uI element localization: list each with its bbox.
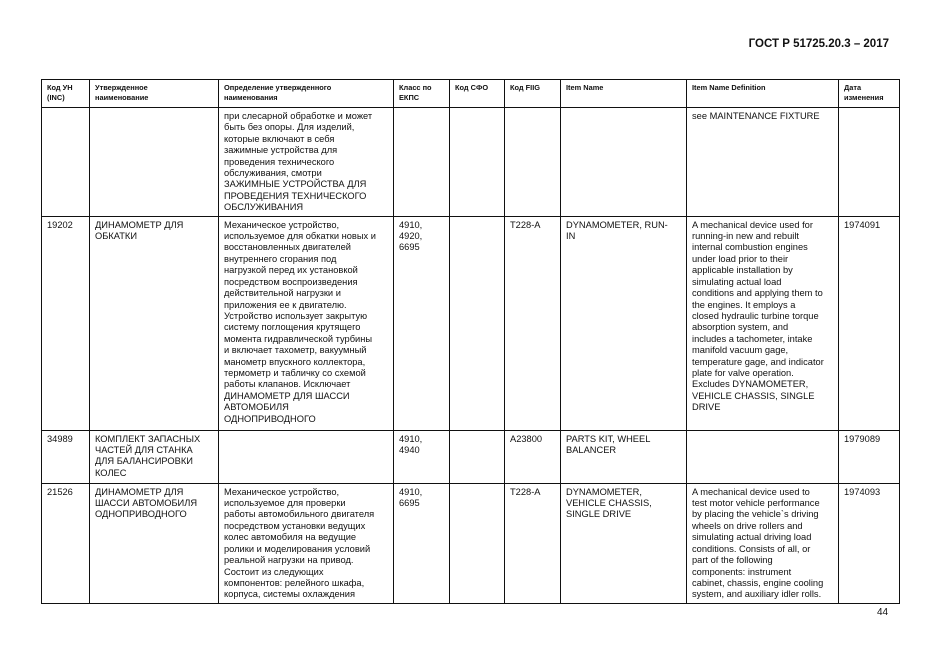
header-change-date: Дата изменения xyxy=(838,79,900,108)
cell-approved-name: КОМПЛЕКТ ЗАПАСНЫХ ЧАСТЕЙ ДЛЯ СТАНКА ДЛЯ … xyxy=(89,429,219,484)
cell-inc-code: 21526 xyxy=(41,482,90,604)
header-approved-name: Утвержденное наименование xyxy=(89,79,219,108)
cell-fiig-code: T228-A xyxy=(504,482,561,604)
table-row: при слесарной обработке и может быть без… xyxy=(41,107,900,217)
cell-ekps-class xyxy=(393,107,450,217)
cell-item-name: DYNAMOMETER, VEHICLE CHASSIS, SINGLE DRI… xyxy=(560,482,687,604)
cell-ekps-class: 4910, 4940 xyxy=(393,429,450,484)
table-row: 34989 КОМПЛЕКТ ЗАПАСНЫХ ЧАСТЕЙ ДЛЯ СТАНК… xyxy=(41,429,900,484)
cell-inc-code: 19202 xyxy=(41,215,90,431)
cell-change-date: 1974093 xyxy=(838,482,900,604)
cell-ekps-class: 4910, 6695 xyxy=(393,482,450,604)
cell-name-definition: Механическое устройство, используемое дл… xyxy=(218,482,394,604)
table-row: 21526 ДИНАМОМЕТР ДЛЯ ШАССИ АВТОМОБИЛЯ ОД… xyxy=(41,482,900,604)
header-inc-code: Код УН (INC) xyxy=(41,79,90,108)
cell-ekps-class: 4910, 4920, 6695 xyxy=(393,215,450,431)
cell-name-definition: Механическое устройство, используемое дл… xyxy=(218,215,394,431)
cell-approved-name xyxy=(89,107,219,217)
cell-change-date: 1979089 xyxy=(838,429,900,484)
cell-change-date: 1974091 xyxy=(838,215,900,431)
cell-inc-code: 34989 xyxy=(41,429,90,484)
cell-item-name-definition: A mechanical device used to test motor v… xyxy=(686,482,839,604)
table-row: 19202 ДИНАМОМЕТР ДЛЯ ОБКАТКИ Механическо… xyxy=(41,215,900,431)
cell-approved-name: ДИНАМОМЕТР ДЛЯ ОБКАТКИ xyxy=(89,215,219,431)
cell-sfo-code xyxy=(449,107,505,217)
cell-sfo-code xyxy=(449,429,505,484)
header-ekps-class: Класс по ЕКПС xyxy=(393,79,450,108)
header-fiig-code: Код FIIG xyxy=(504,79,561,108)
cell-approved-name: ДИНАМОМЕТР ДЛЯ ШАССИ АВТОМОБИЛЯ ОДНОПРИВ… xyxy=(89,482,219,604)
table-header-row: Код УН (INC) Утвержденное наименование О… xyxy=(41,79,900,108)
cell-name-definition xyxy=(218,429,394,484)
cell-sfo-code xyxy=(449,482,505,604)
cell-fiig-code: A23800 xyxy=(504,429,561,484)
cell-item-name-definition: A mechanical device used for running-in … xyxy=(686,215,839,431)
header-sfo-code: Код СФО xyxy=(449,79,505,108)
cell-item-name-definition: see MAINTENANCE FIXTURE xyxy=(686,107,839,217)
document-title: ГОСТ Р 51725.20.3 – 2017 xyxy=(748,38,889,50)
cell-fiig-code xyxy=(504,107,561,217)
cell-item-name-definition xyxy=(686,429,839,484)
page-number: 44 xyxy=(877,607,889,618)
cell-item-name: DYNAMOMETER, RUN- IN xyxy=(560,215,687,431)
cell-fiig-code: T228-A xyxy=(504,215,561,431)
cell-item-name: PARTS KIT, WHEEL BALANCER xyxy=(560,429,687,484)
cell-name-definition: при слесарной обработке и может быть без… xyxy=(218,107,394,217)
header-item-name-definition: Item Name Definition xyxy=(686,79,839,108)
cell-sfo-code xyxy=(449,215,505,431)
header-item-name: Item Name xyxy=(560,79,687,108)
header-name-definition: Определение утвержденного наименования xyxy=(218,79,394,108)
cell-change-date xyxy=(838,107,900,217)
cell-inc-code xyxy=(41,107,90,217)
cell-item-name xyxy=(560,107,687,217)
item-names-table: Код УН (INC) Утвержденное наименование О… xyxy=(41,79,900,604)
